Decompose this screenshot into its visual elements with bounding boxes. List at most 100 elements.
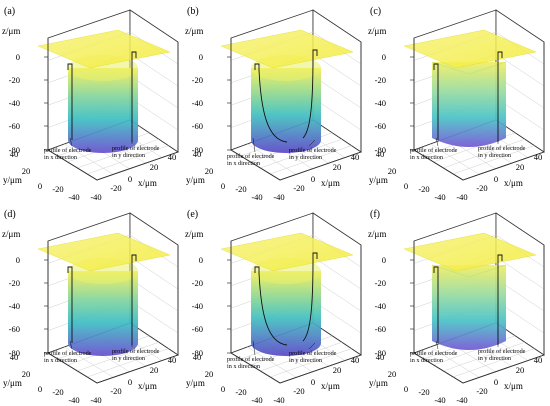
y-tick-label: -40 [68, 395, 79, 405]
z-tick-label: -20 [192, 278, 203, 288]
annotation-y-line1: profile of electrode [289, 147, 337, 154]
z-tick-label: -60 [192, 324, 203, 334]
frame-edge [279, 354, 362, 384]
y-tick-label: 0 [404, 384, 408, 394]
y-axis-label: y/μm [369, 378, 388, 388]
z-axis-label: z/μm [185, 26, 203, 36]
panel-label: (e) [187, 209, 198, 220]
frame-edge [47, 149, 98, 181]
profile-y-line [302, 252, 318, 342]
x-tick-label: -40 [456, 395, 467, 405]
panel-label: (a) [4, 6, 15, 17]
annotation-y-line1: profile of electrode [478, 348, 526, 355]
z-tick-label: 0 [199, 255, 203, 265]
grid-line [443, 341, 525, 372]
x-tick-label: 0 [494, 174, 498, 184]
grid-line [247, 143, 297, 175]
z-tick-label: -60 [375, 324, 386, 334]
x-tick-label: 0 [128, 174, 132, 184]
electrode-body [68, 68, 138, 153]
annotation-x-line1: profile of electrode [227, 153, 275, 160]
grid-line [129, 256, 179, 290]
profile-x-line [67, 266, 73, 343]
z-tick-label: -80 [9, 145, 20, 155]
x-tick-label: 20 [516, 365, 525, 375]
annotation-x-line2: in x direction [410, 154, 443, 161]
z-tick-label: -40 [192, 301, 203, 311]
y-tick-label: 0 [38, 181, 42, 191]
top-plane [37, 232, 171, 272]
grid-line [64, 346, 114, 378]
x-tick-label: 40 [168, 152, 177, 162]
y-tick-label: -20 [52, 184, 63, 194]
y-tick-label: 20 [205, 369, 214, 379]
z-tick-label: -60 [375, 121, 386, 131]
x-tick-label: 40 [534, 152, 543, 162]
x-tick-label: 20 [333, 365, 342, 375]
panel-label: (d) [4, 209, 16, 220]
z-tick-label: 0 [199, 52, 203, 62]
frame-edge [279, 151, 362, 181]
z-tick-label: -80 [375, 348, 386, 358]
grid-line [430, 143, 480, 175]
annotation-x-pointer [252, 340, 256, 356]
y-axis-label: y/μm [3, 378, 22, 388]
annotation-y-pointer [308, 342, 316, 350]
z-axis-label: z/μm [368, 229, 386, 239]
electrode-body [251, 68, 321, 153]
z-tick-label: -20 [9, 278, 20, 288]
z-tick-label: -60 [9, 324, 20, 334]
grid-line [129, 53, 179, 87]
y-tick-label: 0 [404, 181, 408, 191]
z-tick-label: -20 [375, 278, 386, 288]
grid-line [87, 348, 169, 378]
annotation-x-line2: in x direction [44, 357, 77, 364]
grid-line [443, 138, 525, 169]
panel-label: (c) [370, 6, 381, 17]
top-plane [220, 232, 354, 272]
frame-edge [96, 354, 179, 384]
profile-y-line [131, 51, 137, 142]
top-plane [403, 29, 537, 69]
y-tick-label: 40 [193, 149, 202, 159]
z-axis-label: z/μm [368, 26, 386, 36]
grid-line [453, 145, 535, 175]
electrode-body [432, 265, 506, 350]
annotation-x-line1: profile of electrode [44, 350, 92, 357]
x-tick-label: 20 [150, 365, 159, 375]
z-tick-label: 0 [16, 52, 20, 62]
annotation-x-line2: in x direction [227, 160, 260, 167]
z-tick-label: -60 [192, 121, 203, 131]
annotation-y-pointer [308, 139, 316, 147]
z-axis-label: z/μm [2, 26, 20, 36]
y-tick-label: 20 [22, 166, 31, 176]
y-tick-label: 40 [376, 352, 385, 362]
y-axis-label: y/μm [3, 175, 22, 185]
y-tick-label: -20 [418, 184, 429, 194]
annotation-y-line2: in y direction [289, 357, 322, 364]
profile-y-line [131, 254, 137, 345]
y-tick-label: 0 [38, 384, 42, 394]
x-tick-label: -20 [293, 183, 304, 193]
annotation-x-line2: in x direction [227, 363, 260, 370]
body-edge [431, 61, 507, 75]
electrode-body [68, 271, 138, 356]
y-axis-label: y/μm [186, 175, 205, 185]
y-tick-label: 40 [10, 352, 19, 362]
annotation-x-pointer [435, 137, 439, 147]
y-tick-label: -20 [52, 387, 63, 397]
z-tick-label: 0 [382, 255, 386, 265]
z-tick-label: -40 [192, 98, 203, 108]
annotation-x-line1: profile of electrode [227, 356, 275, 363]
grid-line [270, 348, 352, 378]
z-tick-label: -20 [9, 75, 20, 85]
annotation-x-line1: profile of electrode [410, 350, 458, 357]
y-tick-label: 20 [205, 166, 214, 176]
z-tick-label: -40 [9, 301, 20, 311]
